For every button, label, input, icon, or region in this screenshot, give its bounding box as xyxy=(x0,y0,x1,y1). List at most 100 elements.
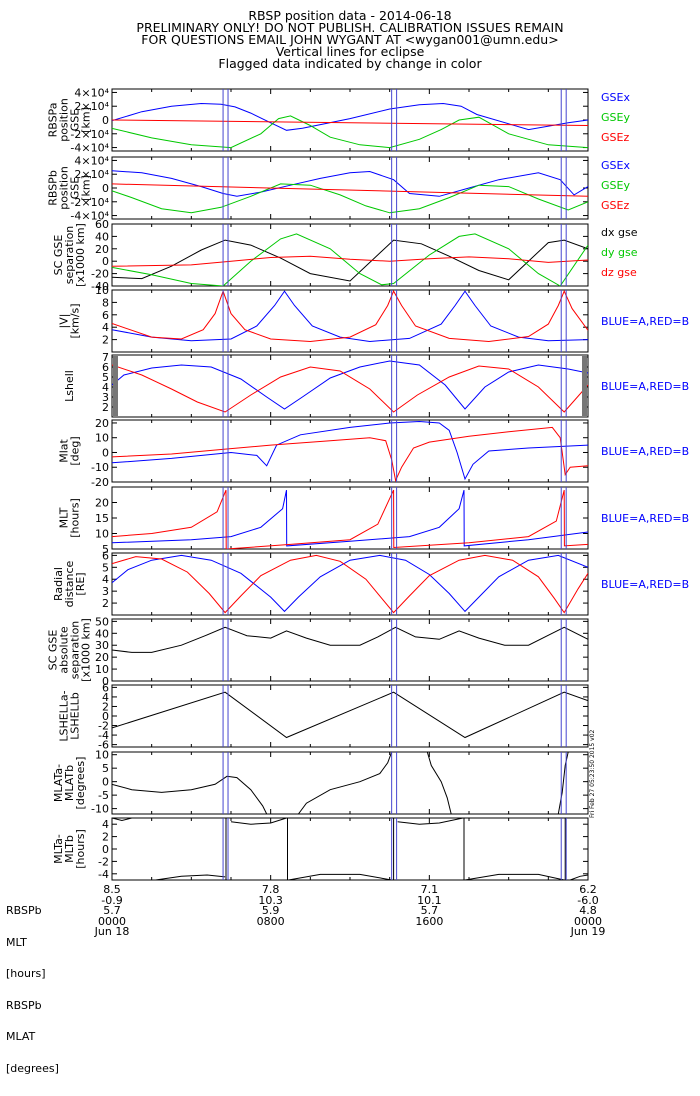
footer-value: 5.9 xyxy=(261,904,280,917)
series-line xyxy=(112,170,588,197)
panel-frame xyxy=(111,684,589,748)
y-tick-label: 10 xyxy=(95,663,109,676)
footer-value: Jun 19 xyxy=(570,925,606,938)
y-tick-label: 4 xyxy=(102,691,109,704)
series-line xyxy=(112,183,588,197)
legend-entry: GSEz xyxy=(601,131,629,144)
title-line-3: FOR QUESTIONS EMAIL JOHN WYGANT AT <wyga… xyxy=(141,32,559,47)
y-axis-label: Lshell xyxy=(63,370,76,402)
y-axis-label: Radial xyxy=(52,567,65,601)
panel-frame xyxy=(111,751,589,815)
y-tick-label: -2×10⁴ xyxy=(70,128,109,141)
y-tick-label: -10 xyxy=(91,461,109,474)
y-tick-label: 0 xyxy=(102,255,109,268)
series-line xyxy=(112,489,588,547)
footer-label: [hours] xyxy=(6,967,46,980)
y-tick-label: 0 xyxy=(102,843,109,856)
series-line xyxy=(112,775,268,814)
footer-column: 7.8 10.3 5.9 0800 xyxy=(241,884,301,938)
title-line-4: Vertical lines for eclipse xyxy=(275,44,425,59)
series-line xyxy=(112,239,588,282)
y-axis-label: absolute xyxy=(58,626,71,674)
panel-frame xyxy=(111,156,589,220)
y-tick-label: 30 xyxy=(95,639,109,652)
y-axis-label: MLATb xyxy=(63,765,76,801)
y-axis-label: LSHELLb xyxy=(69,692,82,740)
y-tick-label: -4×10⁴ xyxy=(70,142,109,155)
y-tick-label: 4 xyxy=(102,381,109,394)
y-tick-label: 2 xyxy=(102,831,109,844)
y-tick-label: -2 xyxy=(98,720,109,733)
legend-entry: dz gse xyxy=(601,266,637,279)
y-tick-label: 20 xyxy=(95,243,109,256)
y-axis-label: [hours] xyxy=(69,498,82,538)
footer-label: [degrees] xyxy=(6,1061,59,1075)
y-tick-label: 0 xyxy=(102,675,109,688)
footer-column: 8.5 -0.9 5.7 0000 Jun 18 xyxy=(82,883,142,938)
legend-entry: dx gse xyxy=(601,226,638,239)
series-line xyxy=(112,115,588,149)
footer-value: 0800 xyxy=(256,914,285,928)
series-line xyxy=(397,818,464,825)
series-line xyxy=(557,752,569,814)
series-line xyxy=(426,752,452,814)
y-tick-label: 6 xyxy=(102,361,109,374)
y-tick-label: -4×10⁴ xyxy=(70,210,109,223)
y-tick-label: 0 xyxy=(102,776,109,789)
series-line xyxy=(112,818,132,822)
y-tick-label: 5 xyxy=(102,543,109,556)
series-line xyxy=(297,752,393,814)
footer-value: 7.1 xyxy=(420,883,439,896)
y-axis-label: separation xyxy=(69,621,82,680)
title-line-1: RBSP position data - 2014-06-18 xyxy=(248,8,452,23)
series-line xyxy=(112,119,588,126)
y-tick-label: 4 xyxy=(102,573,109,586)
y-tick-label: -20 xyxy=(91,268,109,281)
y-axis-label: |V| xyxy=(58,314,71,329)
footer-column: 7.1 10.1 5.7 1600 xyxy=(399,883,459,938)
y-tick-label: 4×10⁴ xyxy=(74,86,109,99)
y-tick-label: 5 xyxy=(102,561,109,574)
y-tick-label: 20 xyxy=(95,497,109,510)
y-axis-label: position xyxy=(58,98,71,142)
footer-value: 0000 xyxy=(98,914,126,928)
y-axis-label: [km] xyxy=(80,175,93,201)
footer-value xyxy=(399,927,459,938)
legend-entry: BLUE=A,RED=B xyxy=(601,315,689,328)
y-axis-label: SC GSE xyxy=(52,235,65,276)
y-tick-label: 0 xyxy=(102,710,109,723)
y-tick-label: -5 xyxy=(98,789,109,802)
series-line xyxy=(112,360,588,410)
y-axis-label: distance xyxy=(63,560,76,607)
y-axis-label: [RE] xyxy=(74,572,87,595)
y-tick-label: 3 xyxy=(102,391,109,404)
y-tick-label: 2 xyxy=(102,334,109,347)
rbsp-stacked-plot: 4×10⁴2×10⁴0-2×10⁴-4×10⁴RBSPapositionGSE[… xyxy=(47,86,690,880)
footer-value: 6.2 xyxy=(579,883,597,896)
y-axis-label: [deg] xyxy=(69,436,82,465)
footer-value: 8.5 xyxy=(103,883,121,896)
footer-value: 10.1 xyxy=(417,893,442,907)
y-tick-label: 20 xyxy=(95,651,109,664)
series-line xyxy=(288,873,392,880)
footer-value: Jun 18 xyxy=(94,925,130,938)
y-axis-label: separation xyxy=(63,226,76,285)
y-tick-label: 2×10⁴ xyxy=(74,100,109,113)
y-tick-label: 10 xyxy=(95,432,109,445)
series-line xyxy=(112,489,588,549)
y-axis-label: SC GSE xyxy=(47,630,60,671)
y-axis-label: position xyxy=(58,166,71,210)
y-tick-label: -10 xyxy=(91,803,109,816)
y-tick-label: -40 xyxy=(91,280,109,293)
y-axis-label: [x1000 km] xyxy=(80,618,93,682)
y-tick-label: 15 xyxy=(95,512,109,525)
y-axis-label: MLTa- xyxy=(52,834,65,864)
y-tick-label: 6 xyxy=(102,681,109,694)
title-line-5: Flagged data indicated by change in colo… xyxy=(218,56,482,71)
y-axis-label: MLATa- xyxy=(52,764,65,802)
y-tick-label: 10 xyxy=(95,528,109,541)
footer-row-labels: RBSPb MLT [hours] RBSPb MLAT [degrees] xyxy=(6,885,59,1095)
series-line xyxy=(112,691,588,739)
legend-entry: dy gse xyxy=(601,246,638,259)
y-tick-label: 2 xyxy=(102,597,109,610)
